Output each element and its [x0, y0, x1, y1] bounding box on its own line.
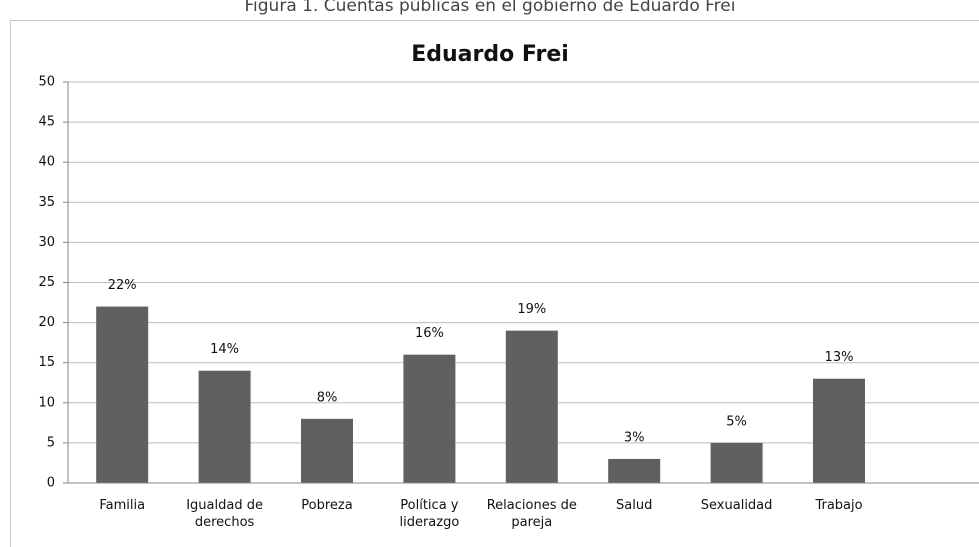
bar — [608, 458, 661, 483]
data-label: 13% — [825, 350, 854, 365]
data-label: 5% — [726, 414, 747, 429]
bar — [198, 370, 251, 483]
y-tick-label: 0 — [47, 476, 55, 491]
x-tick-label: Salud — [616, 498, 653, 513]
y-tick-label: 35 — [38, 195, 55, 210]
bar — [301, 418, 353, 483]
x-tick-label: Pobreza — [301, 498, 353, 513]
caption: Figura 1. Cuentas públicas en el gobiern… — [245, 0, 736, 16]
x-tick-label: Trabajo — [815, 498, 863, 513]
bar — [96, 306, 149, 483]
x-tick-label: Relaciones de pareja — [486, 498, 577, 530]
data-label: 8% — [317, 390, 338, 405]
bar — [813, 378, 865, 483]
data-label: 14% — [210, 342, 239, 357]
chart-title: Eduardo Frei — [411, 42, 569, 67]
y-tick-label: 45 — [38, 115, 55, 130]
data-label: 22% — [108, 278, 137, 293]
y-tick-label: 10 — [38, 395, 55, 410]
data-label: 16% — [415, 326, 444, 341]
data-label: 19% — [517, 302, 546, 317]
y-tick-label: 40 — [38, 155, 55, 170]
data-label: 3% — [624, 430, 645, 445]
bar — [403, 354, 456, 483]
x-tick-label: Igualdad de derechos — [186, 498, 263, 530]
y-tick-label: 25 — [38, 275, 55, 290]
bar — [505, 330, 558, 483]
x-tick-label: Sexualidad — [700, 498, 773, 513]
x-tick-label: Familia — [99, 498, 146, 513]
y-tick-label: 50 — [38, 75, 55, 90]
y-tick-label: 20 — [38, 315, 55, 330]
bar — [710, 442, 763, 483]
y-tick-label: 15 — [38, 355, 55, 370]
x-tick-label: Política y liderazgo — [399, 498, 460, 530]
y-tick-label: 30 — [38, 235, 55, 250]
y-tick-label: 5 — [47, 435, 55, 450]
